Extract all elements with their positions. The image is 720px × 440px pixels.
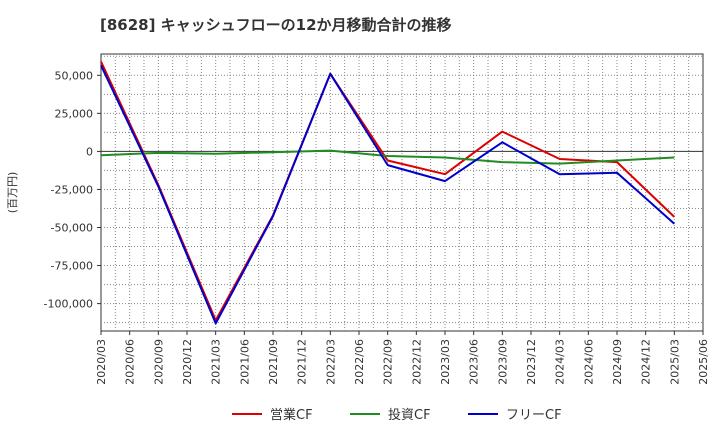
x-tick-label: 2023/09: [496, 339, 509, 385]
x-tick-label: 2022/09: [382, 339, 395, 385]
x-tick-label: 2020/06: [124, 339, 137, 385]
x-tick-label: 2020/09: [152, 339, 165, 385]
x-tick-label: 2022/03: [324, 339, 337, 385]
y-tick-label: -75,000: [51, 260, 93, 273]
x-tick-label: 2025/06: [697, 339, 710, 385]
chart-title: [8628] キャッシュフローの12か月移動合計の推移: [100, 16, 452, 34]
x-tick-label: 2021/12: [296, 339, 309, 385]
x-tick-label: 2020/03: [95, 339, 108, 385]
investing-cf-line: [100, 149, 675, 165]
x-tick-label: 2023/03: [439, 339, 452, 385]
x-tick-label: 2021/03: [210, 339, 223, 385]
y-tick-label: 50,000: [55, 69, 94, 82]
legend-free-cf-label: フリーCF: [506, 408, 562, 423]
x-tick-label: 2022/06: [353, 339, 366, 385]
x-tick-label: 2021/06: [238, 339, 251, 385]
x-tick-label: 2024/06: [582, 339, 595, 385]
x-tick-label: 2024/09: [611, 339, 624, 385]
free-cf-line: [100, 64, 675, 325]
y-tick-label: -100,000: [44, 298, 93, 311]
x-tick-label: 2024/12: [640, 339, 653, 385]
x-tick-label: 2022/12: [410, 339, 423, 385]
x-tick-label: 2025/03: [668, 339, 681, 385]
x-tick-label: 2024/03: [554, 339, 567, 385]
x-tick-label: 2023/06: [468, 339, 481, 385]
y-axis-label: (百万円): [6, 172, 19, 214]
legend-operating-cf-label: 営業CF: [270, 407, 313, 423]
y-tick-label: -25,000: [51, 183, 93, 196]
legend-investing-cf-label: 投資CF: [388, 407, 431, 423]
x-tick-label: 2023/12: [525, 339, 538, 385]
x-tick-label: 2020/12: [181, 339, 194, 385]
y-tick-label: -50,000: [51, 222, 93, 235]
y-tick-label: 25,000: [55, 107, 94, 120]
y-tick-label: 0: [86, 145, 93, 158]
x-tick-label: 2021/09: [267, 339, 280, 385]
